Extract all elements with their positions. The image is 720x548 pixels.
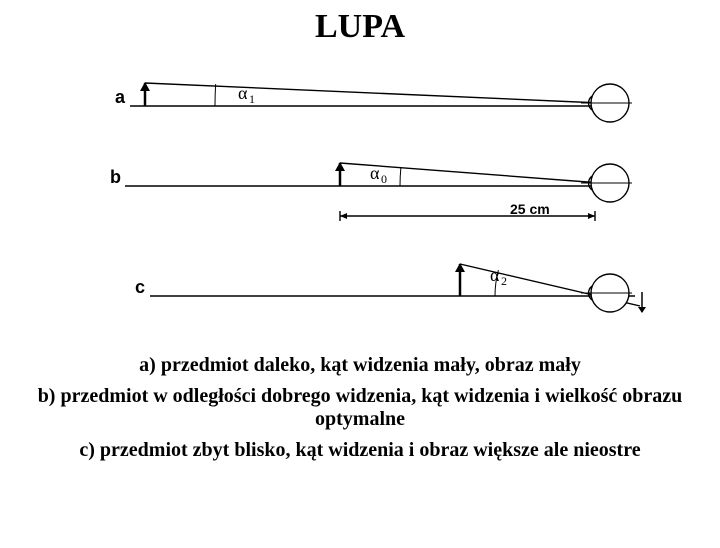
svg-text:2: 2: [501, 274, 507, 288]
svg-text:25 cm: 25 cm: [510, 201, 550, 217]
svg-text:α: α: [238, 83, 248, 103]
svg-text:a: a: [115, 87, 126, 107]
svg-text:c: c: [135, 277, 145, 297]
caption-c: c) przedmiot zbyt blisko, kąt widzenia i…: [30, 439, 690, 462]
svg-text:0: 0: [381, 172, 387, 186]
caption-a: a) przedmiot daleko, kąt widzenia mały, …: [30, 354, 690, 377]
caption-b: b) przedmiot w odległości dobrego widzen…: [30, 385, 690, 431]
svg-text:α: α: [370, 163, 380, 183]
optics-diagram: aα1bα025 cmcα2: [10, 46, 710, 346]
svg-text:1: 1: [249, 92, 255, 106]
svg-text:α: α: [490, 265, 500, 285]
page-title: LUPA: [0, 8, 720, 46]
svg-text:b: b: [110, 167, 121, 187]
